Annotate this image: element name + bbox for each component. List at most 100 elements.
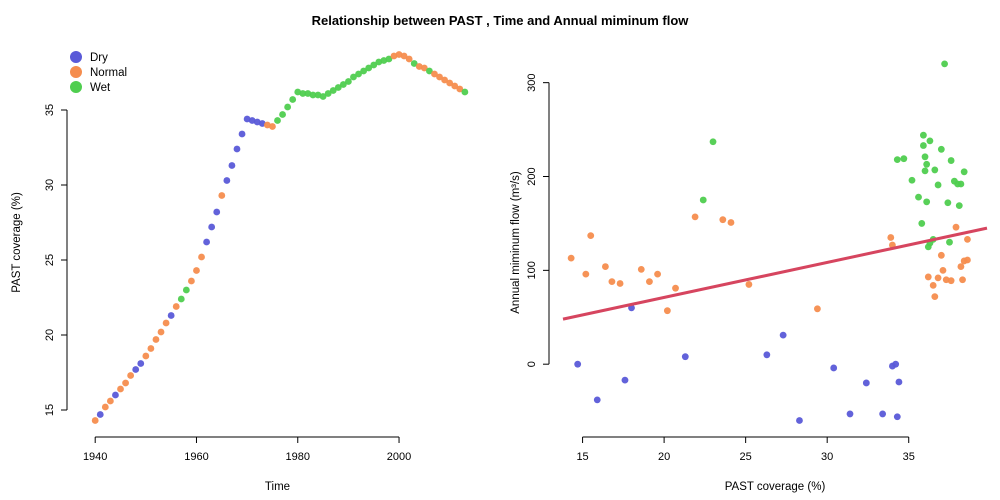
point-normal xyxy=(964,235,971,243)
point-normal xyxy=(646,278,653,286)
point-wet xyxy=(319,93,327,100)
point-normal xyxy=(929,281,937,289)
point-wet xyxy=(370,61,378,69)
point-normal xyxy=(157,328,165,336)
point-normal xyxy=(142,352,150,360)
point-wet xyxy=(329,87,337,94)
legend-swatch-normal xyxy=(70,66,82,78)
point-normal xyxy=(172,303,180,310)
point-wet xyxy=(461,88,469,96)
right-panel-past-vs-flow: 15 20 25 30 35 PAST coverage (%) 0 100 200 300 Ann… xyxy=(510,60,988,493)
point-dry xyxy=(238,130,246,138)
point-normal xyxy=(608,278,616,286)
point-wet xyxy=(177,295,185,303)
legend-swatch-dry xyxy=(70,51,82,63)
point-wet xyxy=(410,60,418,67)
point-normal xyxy=(91,417,99,424)
x-tick-label: 15 xyxy=(576,451,588,463)
point-wet xyxy=(339,81,347,88)
point-dry xyxy=(112,391,119,399)
point-dry xyxy=(228,162,236,169)
y-axis-label: PAST coverage (%) xyxy=(11,192,23,293)
point-wet xyxy=(944,199,952,207)
point-dry xyxy=(208,223,216,231)
point-wet xyxy=(893,156,901,164)
point-wet xyxy=(947,157,955,164)
point-wet xyxy=(344,78,352,85)
point-wet xyxy=(350,73,357,81)
point-normal xyxy=(193,267,200,274)
point-wet xyxy=(921,167,929,175)
point-normal xyxy=(959,276,966,284)
y-tick-label: 300 xyxy=(526,73,538,91)
point-dry xyxy=(621,376,629,384)
y-tick-label: 200 xyxy=(526,167,538,185)
point-wet xyxy=(279,111,286,118)
point-dry xyxy=(862,379,870,387)
point-dry xyxy=(892,360,900,368)
point-normal xyxy=(400,52,408,60)
point-normal xyxy=(188,277,195,285)
point-wet xyxy=(918,220,926,227)
y-tick-label: 30 xyxy=(44,179,56,191)
point-dry xyxy=(681,353,689,361)
point-normal xyxy=(101,403,109,411)
point-normal xyxy=(127,372,135,379)
point-normal xyxy=(672,284,679,292)
point-normal xyxy=(637,266,645,273)
y-axis-label: Annual miminum flow (m³/s) xyxy=(510,171,522,314)
point-wet xyxy=(957,180,965,188)
regression-line xyxy=(562,226,988,321)
point-normal xyxy=(745,281,753,288)
point-dry xyxy=(96,411,104,418)
point-dry xyxy=(213,208,221,216)
point-wet xyxy=(284,103,292,111)
y-tick-label: 25 xyxy=(44,254,56,266)
x-tick-label: 1980 xyxy=(286,451,310,463)
point-dry xyxy=(132,366,140,373)
point-dry xyxy=(879,410,887,418)
point-wet xyxy=(324,90,332,97)
point-normal xyxy=(106,397,114,405)
point-normal xyxy=(269,123,276,130)
point-wet xyxy=(921,153,929,161)
point-normal xyxy=(924,273,932,281)
legend-label-wet: Wet xyxy=(90,82,111,94)
point-wet xyxy=(941,60,948,68)
x-tick-label: 1960 xyxy=(184,451,208,463)
point-normal xyxy=(587,232,595,240)
point-normal xyxy=(616,280,624,287)
y-tick-label: 15 xyxy=(44,404,56,416)
point-normal xyxy=(456,85,464,93)
point-wet xyxy=(937,145,945,153)
x-tick-label: 2000 xyxy=(387,451,411,463)
point-dry xyxy=(137,360,145,367)
point-wet xyxy=(900,155,908,163)
y-tick-label: 20 xyxy=(44,329,56,341)
point-normal xyxy=(582,270,590,278)
point-wet xyxy=(334,84,342,91)
point-wet xyxy=(915,193,922,201)
point-normal xyxy=(952,223,960,231)
point-wet xyxy=(955,202,963,209)
legend-label-dry: Dry xyxy=(90,52,108,64)
point-dry xyxy=(233,145,241,153)
point-normal xyxy=(152,336,160,343)
point-wet xyxy=(920,131,927,139)
point-wet xyxy=(309,91,317,99)
y-tick-label: 100 xyxy=(526,261,538,279)
point-wet xyxy=(274,117,281,124)
x-tick-label: 25 xyxy=(740,451,752,463)
point-normal xyxy=(218,192,226,199)
point-wet xyxy=(908,176,916,184)
x-tick-label: 20 xyxy=(658,451,670,463)
point-wet xyxy=(355,70,362,78)
point-wet xyxy=(923,160,931,168)
point-dry xyxy=(830,364,838,372)
point-normal xyxy=(420,64,428,72)
legend: Dry Normal Wet xyxy=(70,51,127,94)
point-normal xyxy=(814,305,821,313)
point-wet xyxy=(385,55,393,63)
point-normal xyxy=(436,73,443,81)
